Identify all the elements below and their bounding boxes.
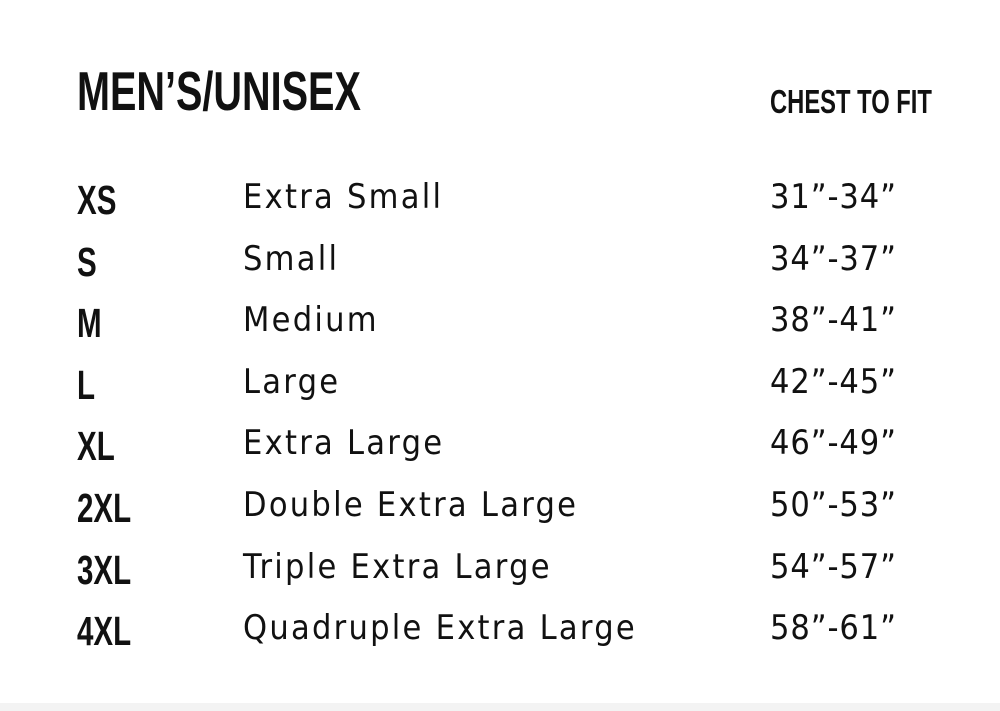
size-code: 3XL: [77, 546, 132, 593]
size-code: 4XL: [77, 608, 132, 655]
chest-measurement: 50”-53”: [770, 485, 897, 525]
chest-column-header: CHEST TO FIT: [770, 83, 932, 120]
chart-title: MEN’S/UNISEX: [77, 60, 361, 122]
size-name: Triple Extra Large: [243, 546, 552, 587]
size-name: Extra Small: [243, 177, 444, 217]
table-row: S Small 34”-37”: [0, 238, 1000, 292]
table-row: 3XL Triple Extra Large 54”-57”: [0, 546, 1000, 600]
bottom-divider: [0, 703, 1000, 711]
size-code: M: [77, 300, 102, 347]
table-row: XL Extra Large 46”-49”: [0, 426, 1000, 476]
table-row: 4XL Quadruple Extra Large 58”-61”: [0, 611, 1000, 661]
size-code: S: [77, 238, 97, 285]
chest-measurement: 42”-45”: [770, 361, 897, 402]
chest-measurement: 38”-41”: [770, 300, 897, 341]
size-name: Double Extra Large: [243, 485, 579, 525]
size-name: Quadruple Extra Large: [243, 608, 637, 649]
size-code: XL: [77, 423, 115, 470]
table-row: L Large 42”-45”: [0, 361, 1000, 415]
table-row: XS Extra Small 31”-34”: [0, 180, 1000, 230]
chest-measurement: 34”-37”: [770, 238, 897, 279]
size-code: XS: [77, 177, 117, 223]
chest-measurement: 54”-57”: [770, 546, 897, 587]
size-code: L: [77, 361, 96, 408]
size-name: Large: [243, 361, 341, 402]
size-name: Medium: [243, 300, 379, 341]
size-code: 2XL: [77, 485, 132, 531]
chest-measurement: 58”-61”: [770, 608, 897, 649]
size-name: Small: [243, 238, 340, 279]
table-row: 2XL Double Extra Large 50”-53”: [0, 488, 1000, 538]
table-row: M Medium 38”-41”: [0, 303, 1000, 353]
size-name: Extra Large: [243, 423, 445, 464]
chest-measurement: 46”-49”: [770, 423, 897, 464]
chest-measurement: 31”-34”: [770, 177, 897, 217]
